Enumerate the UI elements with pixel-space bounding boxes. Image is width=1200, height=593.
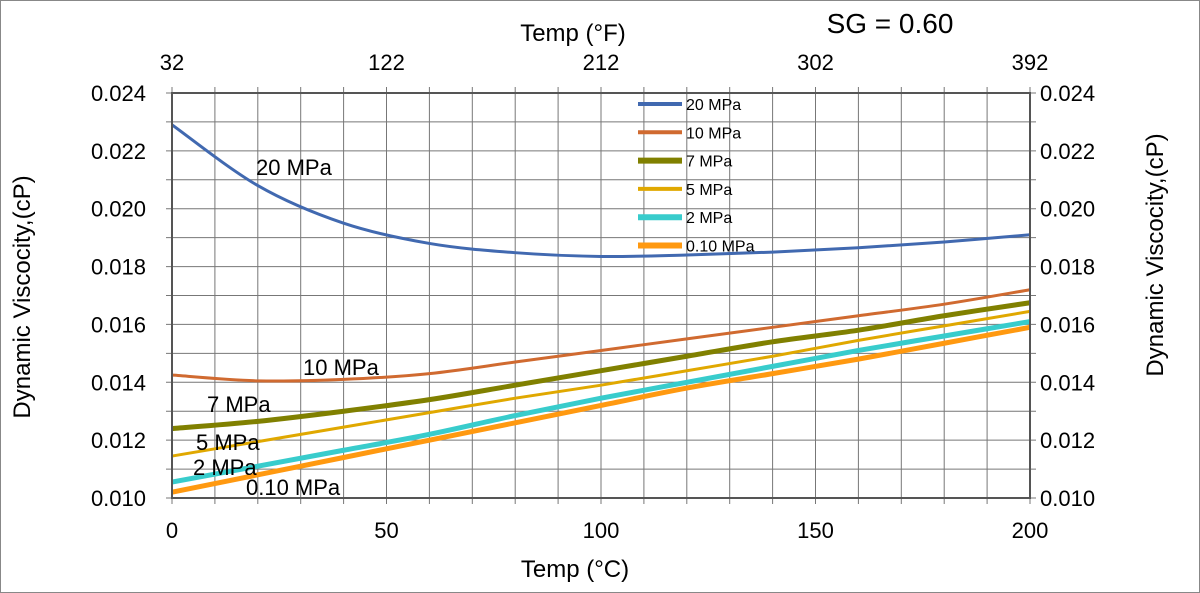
legend: 20 MPa 10 MPa 7 MPa 5 MPa 2 MPa 0.10 MPa (638, 97, 755, 256)
curve-label: 10 MPa (303, 355, 380, 380)
legend-label: 5 MPa (686, 182, 732, 199)
series-line-10-mpa (171, 288, 1031, 383)
x2-tick-label: 212 (583, 50, 620, 75)
curve-label: 2 MPa (193, 455, 257, 480)
x2-tick-label: 122 (368, 50, 405, 75)
curve-label: 5 MPa (196, 430, 260, 455)
y-tick-label: 0.016 (91, 312, 146, 337)
series-line-20-mpa (171, 123, 1031, 259)
sg-annotation: SG = 0.60 (827, 8, 954, 39)
y2-tick-label: 0.016 (1040, 312, 1095, 337)
y2-axis-title: Dynamic Viscocity,(cP) (1142, 133, 1169, 376)
legend-label: 7 MPa (686, 154, 732, 171)
y-tick-label: 0.020 (91, 197, 146, 222)
curve-label: 0.10 MPa (246, 475, 341, 500)
y2-tick-label: 0.018 (1040, 255, 1095, 280)
x2-tick-label: 302 (797, 50, 834, 75)
y2-tick-label: 0.012 (1040, 428, 1095, 453)
x2-tick-label: 32 (160, 50, 184, 75)
series-line-7-mpa (171, 300, 1031, 432)
curve-label: 7 MPa (207, 392, 271, 417)
legend-label: 2 MPa (686, 210, 732, 227)
plot-area-frame (171, 92, 1031, 499)
series-line-2-mpa (171, 319, 1031, 485)
series-line-5-mpa (171, 309, 1031, 458)
y-tick-label: 0.022 (91, 139, 146, 164)
y-tick-label: 0.012 (91, 428, 146, 453)
legend-label: 20 MPa (686, 97, 741, 114)
y2-tick-label: 0.010 (1040, 486, 1095, 511)
y-tick-label: 0.010 (91, 486, 146, 511)
tick-labels: 0 32 50 122 100 212 150 302 200 392 0.010 0.010 0.01… (91, 50, 1095, 543)
y2-tick-label: 0.022 (1040, 139, 1095, 164)
x-tick-label: 100 (583, 518, 620, 543)
series-line-0-10-mpa (171, 324, 1031, 495)
y-axis-title: Dynamic Viscocity,(cP) (9, 175, 36, 418)
y2-tick-label: 0.014 (1040, 370, 1095, 395)
y2-tick-label: 0.024 (1040, 81, 1095, 106)
x-tick-label: 150 (797, 518, 834, 543)
x-tick-label: 200 (1012, 518, 1049, 543)
x2-axis-title: Temp (°F) (520, 20, 626, 47)
y-tick-label: 0.014 (91, 370, 146, 395)
x-tick-label: 50 (374, 518, 398, 543)
curve-label: 20 MPa (256, 155, 333, 180)
y-tick-label: 0.024 (91, 81, 146, 106)
legend-label: 10 MPa (686, 125, 741, 142)
y-tick-label: 0.018 (91, 255, 146, 280)
x-tick-label: 0 (166, 518, 178, 543)
x-axis-title: Temp (°C) (521, 556, 629, 583)
x2-tick-label: 392 (1012, 50, 1049, 75)
series-group (171, 123, 1031, 495)
legend-label: 0.10 MPa (686, 239, 755, 256)
y2-tick-label: 0.020 (1040, 197, 1095, 222)
